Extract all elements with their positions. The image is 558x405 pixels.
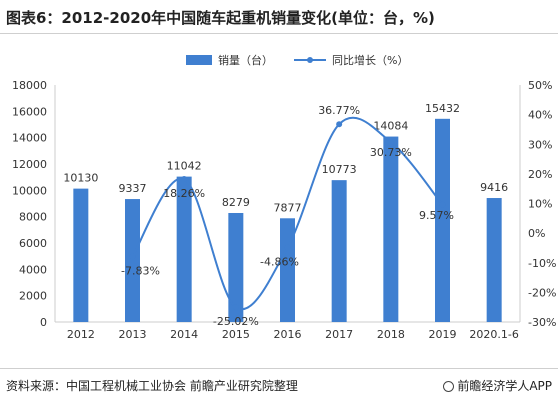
x-tick-label: 2018 bbox=[377, 328, 405, 341]
bar bbox=[383, 136, 399, 322]
y-left-tick-label: 8000 bbox=[19, 211, 47, 224]
y-right-tick-label: 40% bbox=[528, 109, 552, 122]
y-left-tick-label: 0 bbox=[40, 316, 47, 329]
line-point bbox=[336, 121, 343, 128]
y-right-tick-label: 10% bbox=[528, 198, 552, 211]
y-left-tick-label: 16000 bbox=[12, 105, 47, 118]
source-note: 资料来源：中国工程机械工业协会 前瞻产业研究院整理 bbox=[6, 379, 298, 393]
x-tick-label: 2015 bbox=[222, 328, 250, 341]
y-left-tick-label: 4000 bbox=[19, 263, 47, 276]
line-point bbox=[129, 253, 136, 260]
x-tick-label: 2017 bbox=[325, 328, 353, 341]
legend-bar-swatch bbox=[186, 55, 212, 65]
combo-chart: 0 2000 4000 6000 8000 10000 12000 14000 16000 180… bbox=[12, 53, 556, 341]
brand-text: 前瞻经济学人APP bbox=[457, 379, 552, 393]
x-tick-label: 2016 bbox=[274, 328, 302, 341]
y-left-tick-label: 18000 bbox=[12, 79, 47, 92]
chart-title: 图表6：2012-2020年中国随车起重机销量变化(单位：台，%) bbox=[6, 9, 435, 27]
legend-bar-label: 销量（台） bbox=[218, 53, 273, 67]
x-tick-label: 2019 bbox=[429, 328, 457, 341]
bar bbox=[331, 180, 347, 322]
bar bbox=[228, 212, 244, 322]
y-right-tick-label: 20% bbox=[528, 168, 552, 181]
y-right-tick-label: 0% bbox=[528, 227, 545, 240]
y-left-tick-label: 14000 bbox=[12, 132, 47, 145]
bar-value-label: 7877 bbox=[274, 201, 302, 214]
x-tick-label: 2020.1-6 bbox=[469, 328, 518, 341]
line-point bbox=[232, 304, 239, 311]
line-value-label: 18.26% bbox=[163, 187, 205, 200]
line-value-label: 36.77% bbox=[318, 104, 360, 117]
x-tick-label: 2012 bbox=[67, 328, 95, 341]
line-point bbox=[439, 201, 446, 208]
y-left-tick-label: 10000 bbox=[12, 184, 47, 197]
x-tick-label: 2014 bbox=[170, 328, 198, 341]
bar bbox=[435, 118, 450, 322]
line-value-label: 30.73% bbox=[370, 146, 412, 159]
line-value-label: 9.57% bbox=[419, 209, 454, 222]
legend-line-label: 同比增长（%） bbox=[332, 53, 408, 67]
line-value-label: -7.83% bbox=[121, 264, 160, 277]
line-point bbox=[387, 139, 394, 146]
line-point bbox=[181, 176, 188, 183]
bar bbox=[73, 188, 89, 322]
legend-line-marker bbox=[307, 57, 313, 63]
y-right-tick-label: 30% bbox=[528, 138, 552, 151]
brand-label: 前瞻经济学人APP bbox=[443, 377, 552, 394]
y-right-tick-label: -10% bbox=[528, 257, 556, 270]
line-value-label: -4.86% bbox=[260, 256, 299, 269]
y-left-tick-label: 12000 bbox=[12, 158, 47, 171]
bar-value-label: 14084 bbox=[373, 120, 408, 133]
y-left-tick-label: 6000 bbox=[19, 237, 47, 250]
y-right-tick-label: -20% bbox=[528, 286, 556, 299]
bar-value-label: 10130 bbox=[63, 172, 98, 185]
line-point bbox=[284, 244, 291, 251]
bar-value-label: 8279 bbox=[222, 196, 250, 209]
bar bbox=[486, 198, 502, 322]
bar-value-label: 11042 bbox=[167, 160, 202, 173]
bar-value-label: 15432 bbox=[425, 102, 460, 115]
y-left-tick-label: 2000 bbox=[19, 290, 47, 303]
title-divider bbox=[0, 33, 558, 34]
brand-logo-icon bbox=[443, 381, 455, 392]
x-tick-label: 2013 bbox=[119, 328, 147, 341]
bar-value-label: 10773 bbox=[322, 163, 357, 176]
bar-value-label: 9416 bbox=[480, 181, 508, 194]
bar-value-label: 9337 bbox=[119, 182, 147, 195]
bar bbox=[125, 199, 140, 322]
bar bbox=[176, 176, 192, 322]
footer: 资料来源：中国工程机械工业协会 前瞻产业研究院整理 前瞻经济学人APP bbox=[0, 368, 558, 405]
y-right-tick-label: 50% bbox=[528, 79, 552, 92]
y-right-tick-label: -30% bbox=[528, 316, 556, 329]
bar bbox=[280, 218, 295, 322]
line-value-label: -25.02% bbox=[213, 315, 259, 328]
